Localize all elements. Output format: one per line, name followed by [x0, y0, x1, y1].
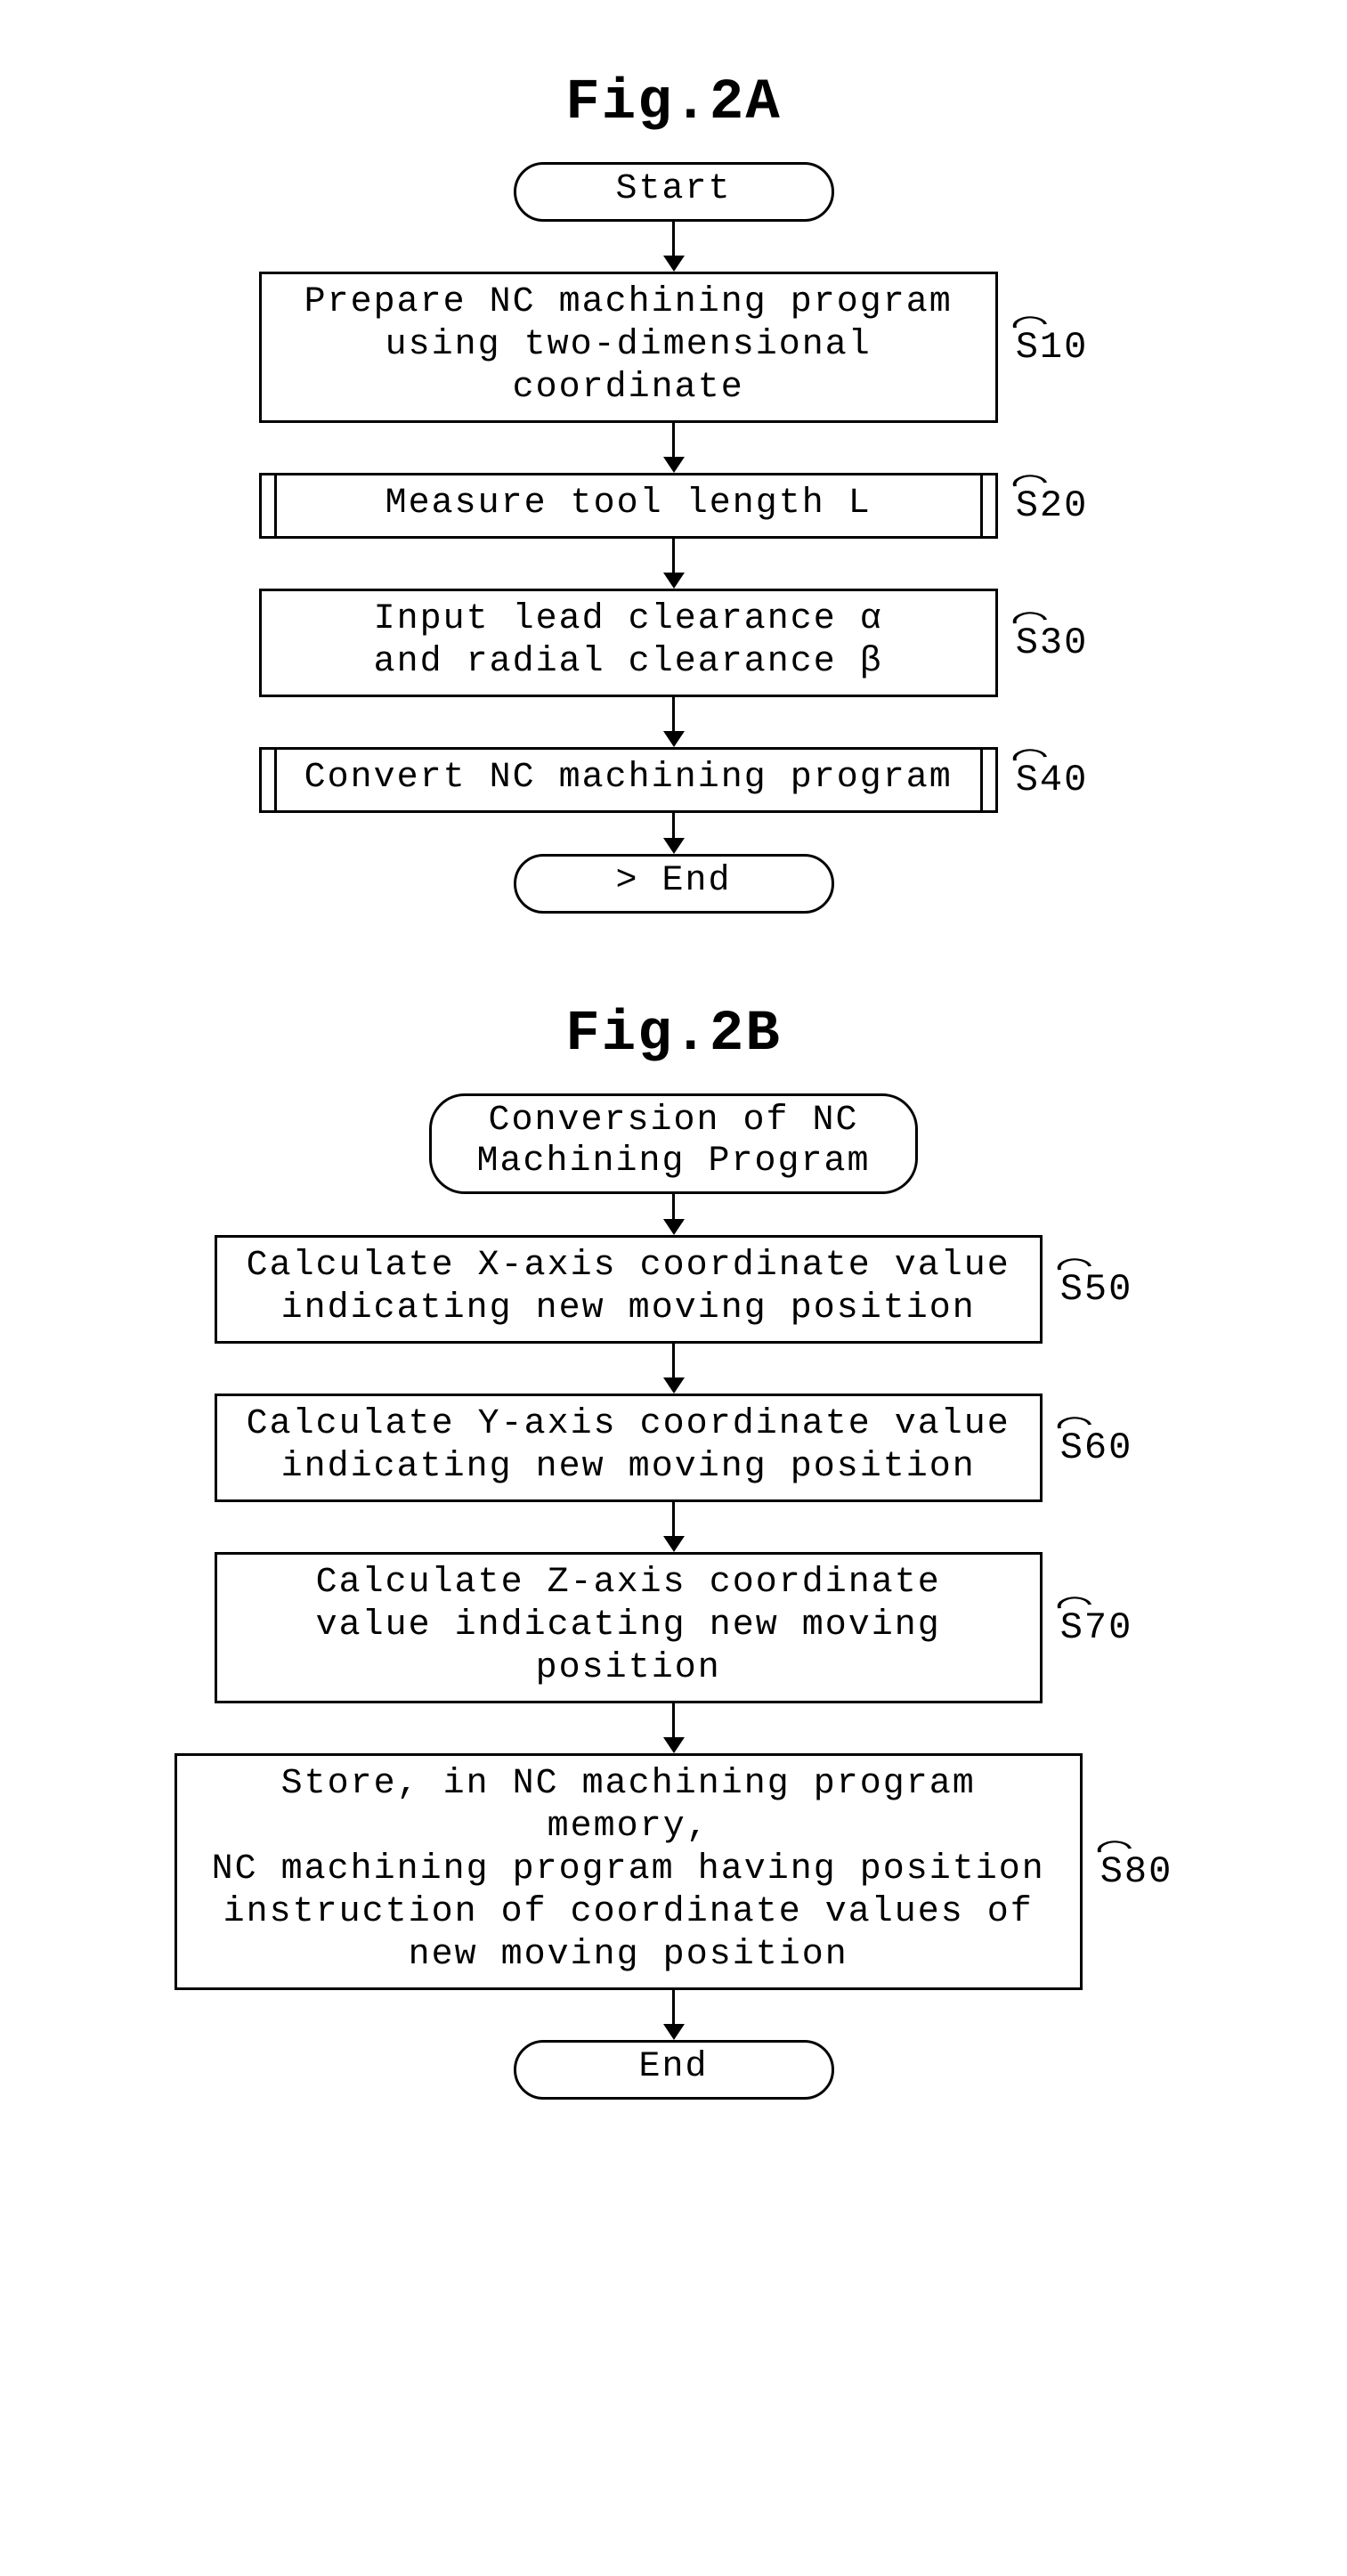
process-text: instruction of coordinate values of: [195, 1891, 1062, 1934]
process-text: indicating new moving position: [235, 1446, 1022, 1489]
arrow-icon: [663, 423, 685, 473]
arrow-icon: [663, 1990, 685, 2040]
process-box-s70: Calculate Z-axis coordinate value indica…: [215, 1552, 1043, 1703]
process-text: indicating new moving position: [235, 1288, 1022, 1330]
fig2a-step-row-s40: Convert NC machining program ⌒S40: [259, 747, 1089, 813]
step-label-s10: ⌒S10: [1016, 326, 1089, 369]
process-box-s10: Prepare NC machining program using two-d…: [259, 272, 998, 423]
step-label-s80: ⌒S80: [1100, 1850, 1173, 1893]
fig2a-step-row-s30: Input lead clearance α and radial cleara…: [259, 589, 1089, 697]
process-text: using two-dimensional coordinate: [280, 324, 978, 410]
arrow-icon: [663, 1194, 685, 1235]
step-label-s30: ⌒S30: [1016, 622, 1089, 664]
step-label-s20: ⌒S20: [1016, 484, 1089, 527]
fig2b-step-row-s50: Calculate X-axis coordinate value indica…: [215, 1235, 1133, 1344]
process-text: and radial clearance β: [280, 641, 978, 684]
subprocess-box-s40: Convert NC machining program: [259, 747, 998, 813]
step-label-s70: ⌒S70: [1060, 1606, 1133, 1649]
fig2a-title: Fig.2A: [565, 71, 781, 135]
step-label-s60: ⌒S60: [1060, 1426, 1133, 1469]
fig2a-step-row-s20: Measure tool length L ⌒S20: [259, 473, 1089, 539]
terminator-text: Machining Program: [476, 1142, 870, 1182]
step-label-s40: ⌒S40: [1016, 759, 1089, 801]
process-text: value indicating new moving position: [235, 1605, 1022, 1690]
figure-2a: Fig.2A Start Prepare NC machining progra…: [259, 71, 1089, 914]
process-box-s30: Input lead clearance α and radial cleara…: [259, 589, 998, 697]
fig2a-step-row-s10: Prepare NC machining program using two-d…: [259, 272, 1089, 423]
fig2a-end-terminator: > End: [514, 854, 834, 914]
fig2b-end-terminator: End: [514, 2040, 834, 2100]
figure-2b: Fig.2B Conversion of NC Machining Progra…: [174, 1003, 1173, 2100]
process-text: Input lead clearance α: [280, 598, 978, 641]
arrow-icon: [663, 1703, 685, 1753]
process-text: NC machining program having position: [195, 1849, 1062, 1891]
fig2b-step-row-s80: Store, in NC machining program memory, N…: [174, 1753, 1173, 1990]
fig2b-start-terminator: Conversion of NC Machining Program: [429, 1093, 917, 1194]
fig2b-title: Fig.2B: [565, 1003, 781, 1067]
process-box-s50: Calculate X-axis coordinate value indica…: [215, 1235, 1043, 1344]
arrow-icon: [663, 813, 685, 854]
terminator-text: Conversion of NC: [476, 1101, 870, 1142]
step-label-s50: ⌒S50: [1060, 1268, 1133, 1311]
arrow-icon: [663, 1344, 685, 1394]
process-text: Calculate Z-axis coordinate: [235, 1562, 1022, 1605]
fig2a-start-terminator: Start: [514, 162, 834, 222]
process-text: new moving position: [195, 1934, 1062, 1977]
arrow-icon: [663, 222, 685, 272]
process-text: Measure tool length L: [280, 483, 978, 525]
fig2b-step-row-s60: Calculate Y-axis coordinate value indica…: [215, 1394, 1133, 1502]
process-text: Prepare NC machining program: [280, 281, 978, 324]
arrow-icon: [663, 1502, 685, 1552]
page: Fig.2A Start Prepare NC machining progra…: [0, 71, 1347, 2189]
subprocess-box-s20: Measure tool length L: [259, 473, 998, 539]
fig2b-step-row-s70: Calculate Z-axis coordinate value indica…: [215, 1552, 1133, 1703]
process-box-s60: Calculate Y-axis coordinate value indica…: [215, 1394, 1043, 1502]
process-box-s80: Store, in NC machining program memory, N…: [174, 1753, 1083, 1990]
process-text: Calculate X-axis coordinate value: [235, 1245, 1022, 1288]
process-text: Calculate Y-axis coordinate value: [235, 1403, 1022, 1446]
process-text: Store, in NC machining program memory,: [195, 1763, 1062, 1849]
arrow-icon: [663, 539, 685, 589]
arrow-icon: [663, 697, 685, 747]
process-text: Convert NC machining program: [280, 757, 978, 800]
